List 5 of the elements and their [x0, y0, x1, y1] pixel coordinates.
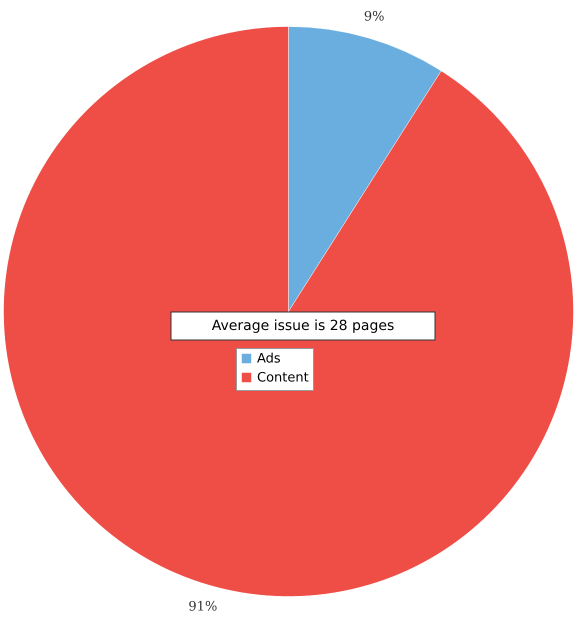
legend-label: Ads: [257, 352, 281, 366]
data-label: 91%: [188, 599, 218, 614]
data-label: 9%: [364, 10, 384, 25]
text: Average issue is 28 pages: [212, 318, 394, 334]
legend-label: Content: [257, 370, 309, 386]
